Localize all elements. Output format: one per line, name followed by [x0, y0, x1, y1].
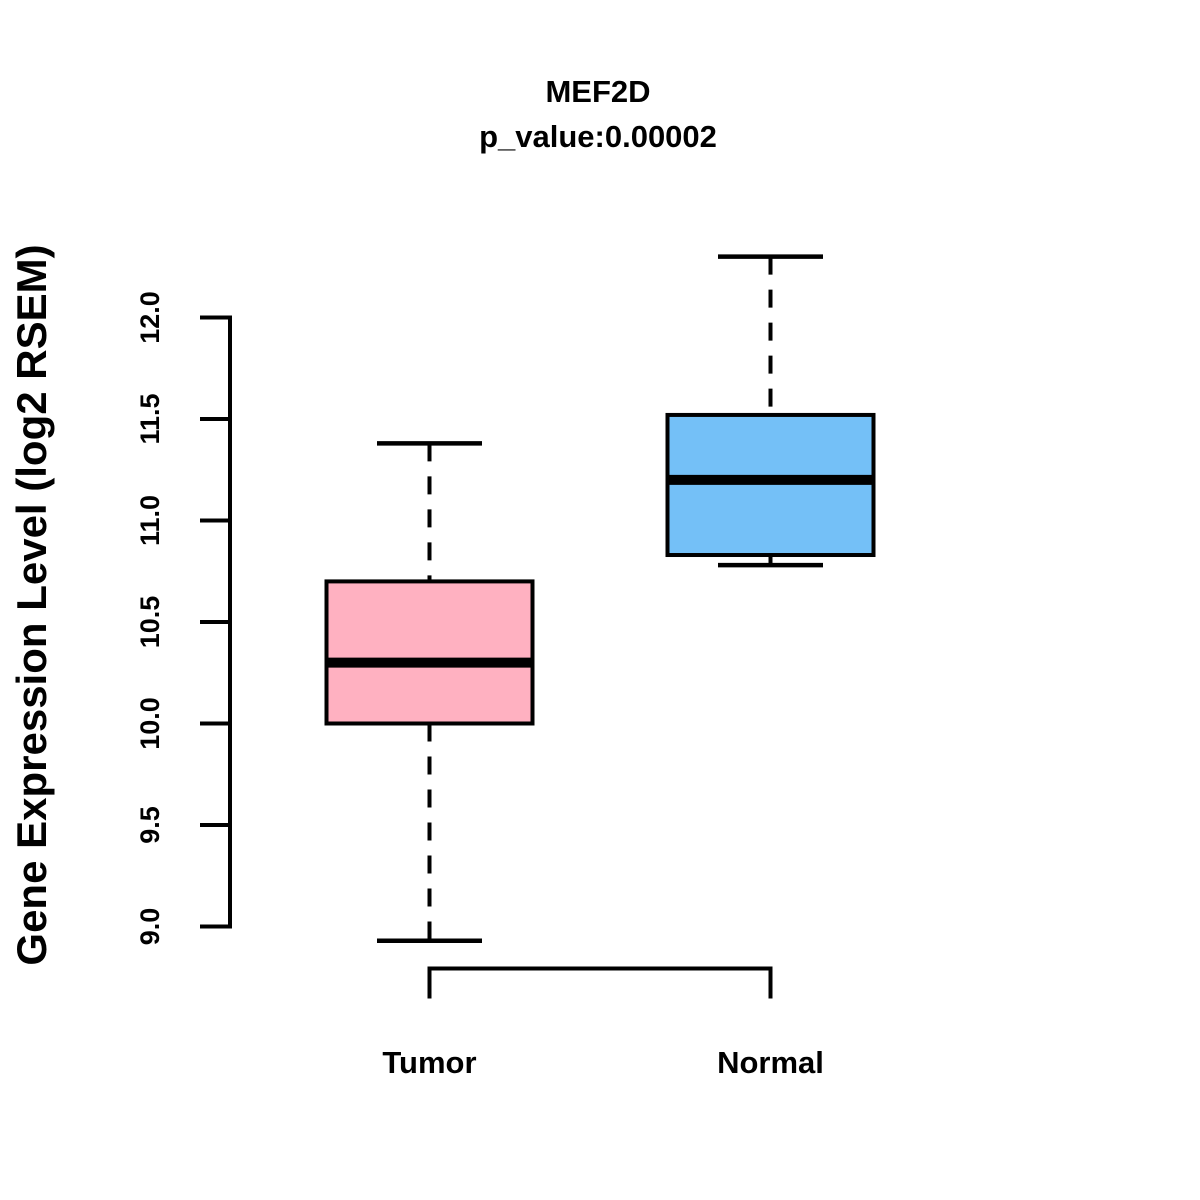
- chart-title: MEF2D: [545, 74, 651, 109]
- y-axis-tick-label: 9.0: [135, 908, 165, 946]
- y-axis-tick-label: 10.5: [135, 596, 165, 649]
- category-label-normal: Normal: [717, 1045, 824, 1080]
- category-label-tumor: Tumor: [382, 1045, 476, 1080]
- y-axis-tick-label: 9.5: [135, 806, 165, 844]
- y-axis-tick-label: 12.0: [135, 291, 165, 344]
- box-tumor: [324, 579, 535, 726]
- chart-subtitle: p_value:0.00002: [479, 119, 717, 154]
- y-axis-tick-label: 10.0: [135, 697, 165, 750]
- y-axis-tick-label: 11.5: [135, 393, 165, 444]
- y-axis-tick-label: 11.0: [135, 495, 165, 546]
- box-normal: [665, 412, 876, 558]
